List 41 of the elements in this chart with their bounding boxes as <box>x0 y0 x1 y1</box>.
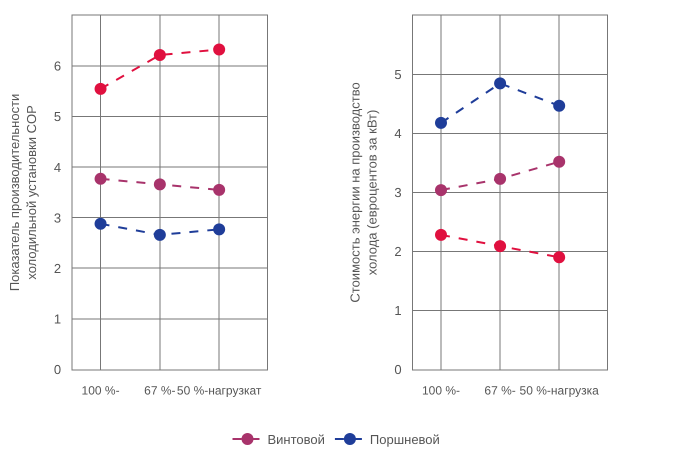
point <box>494 240 506 252</box>
y-tick-label: 3 <box>394 185 402 200</box>
point <box>94 82 107 95</box>
y-axis-title: Показатель производительности холодильной установки COP <box>6 94 39 292</box>
y-tick-label: 2 <box>394 244 402 259</box>
point <box>434 184 447 196</box>
point <box>434 116 447 129</box>
point <box>213 223 226 236</box>
point <box>434 228 447 241</box>
y-tick-label: 5 <box>394 67 402 82</box>
y-tick-label: 1 <box>394 302 402 318</box>
y-tick-label: 5 <box>54 109 62 124</box>
point <box>154 178 166 190</box>
point <box>553 100 566 112</box>
y-tick-label: 6 <box>54 58 62 74</box>
y-tick-label: 3 <box>54 210 62 226</box>
legend-label: Винтовой <box>268 432 325 448</box>
x-tick-label: 100 %- <box>422 384 460 398</box>
x-tick-label: 67 %- <box>484 384 516 398</box>
y-tick-label: 0 <box>54 362 62 377</box>
point <box>94 172 107 185</box>
y-tick-label: 2 <box>54 260 62 276</box>
x-tick-label: 50 %-нагрузкат <box>176 384 262 398</box>
point <box>553 156 566 168</box>
point <box>154 49 166 62</box>
x-tick-label: 67 %- <box>144 384 176 398</box>
point <box>553 251 566 264</box>
y-tick-label: 0 <box>394 362 402 377</box>
point <box>494 77 506 90</box>
x-tick-label: 50 %-нагрузка <box>520 384 600 398</box>
y-tick-label: 1 <box>54 311 62 326</box>
point <box>154 228 166 241</box>
point <box>213 43 226 56</box>
y-tick-label: 4 <box>394 126 402 142</box>
legend-label: Поршневой <box>370 432 440 448</box>
y-tick-label: 4 <box>54 160 62 175</box>
point <box>213 184 226 196</box>
point <box>494 172 506 185</box>
y-axis-title: Стоимость энергии на производство холода (евроцентов за кВт) <box>347 82 380 303</box>
x-tick-label: 100 %- <box>82 384 120 398</box>
point <box>94 218 107 230</box>
